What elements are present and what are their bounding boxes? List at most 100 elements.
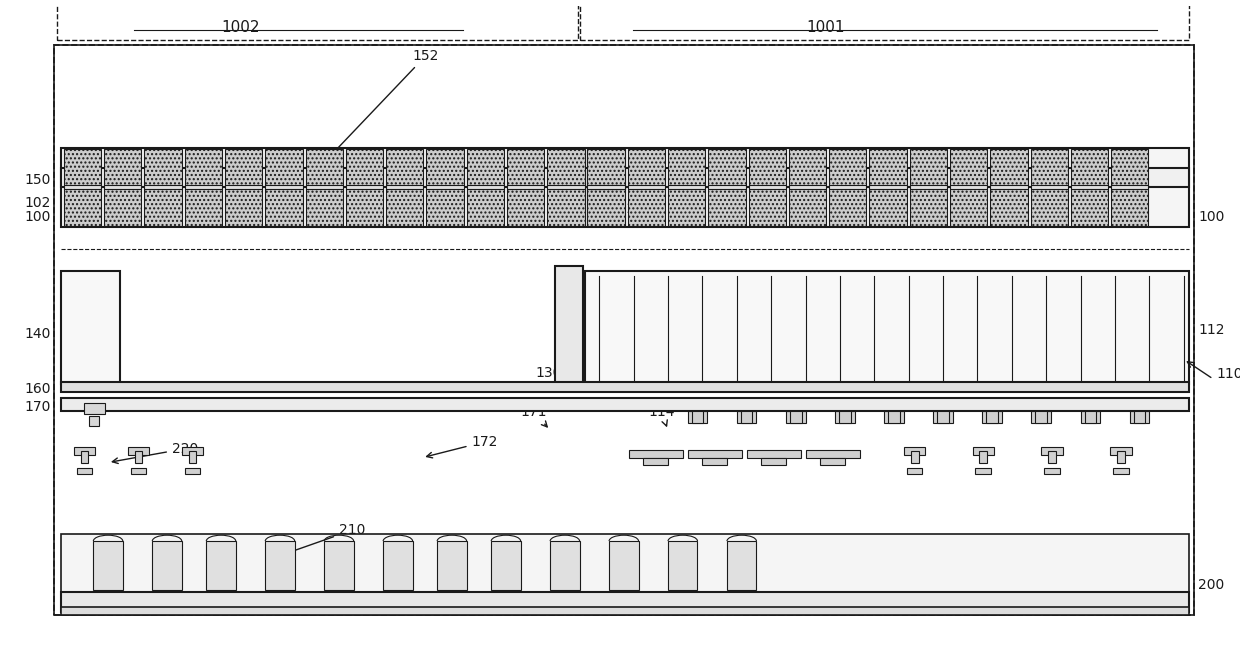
Text: 100: 100 [1199, 210, 1225, 224]
Bar [556, 266, 583, 384]
Text: 122: 122 [560, 205, 587, 219]
Text: 200: 200 [1199, 578, 1225, 592]
Bar [986, 406, 998, 423]
Bar [588, 185, 625, 189]
Bar [63, 185, 102, 189]
Bar [1133, 406, 1146, 423]
Bar [749, 149, 786, 226]
Bar [507, 185, 544, 189]
Bar [61, 168, 1189, 187]
Bar [629, 450, 683, 457]
Bar [830, 149, 867, 226]
Bar [906, 469, 923, 474]
Text: 170: 170 [25, 400, 51, 413]
Bar [1032, 411, 1052, 423]
Bar [265, 541, 295, 590]
Bar [130, 469, 146, 474]
Bar [950, 185, 987, 189]
Bar [1030, 185, 1068, 189]
Bar [77, 469, 92, 474]
Bar [934, 411, 952, 423]
Bar [588, 149, 625, 226]
Bar [1035, 406, 1048, 423]
Bar [386, 149, 423, 226]
Bar [305, 149, 342, 226]
Bar [761, 457, 786, 465]
Bar [786, 411, 806, 423]
Text: 100: 100 [25, 210, 51, 224]
Bar [61, 534, 1189, 593]
Bar [224, 185, 263, 189]
Bar [749, 185, 786, 189]
Bar [1044, 469, 1060, 474]
Bar [386, 185, 423, 189]
Text: 171: 171 [521, 406, 547, 427]
Bar [153, 541, 182, 590]
Bar [727, 541, 756, 590]
Bar [609, 541, 639, 590]
Bar [1114, 469, 1128, 474]
Bar [57, 0, 578, 40]
Bar [427, 149, 464, 226]
Bar [708, 185, 745, 189]
Bar [991, 149, 1028, 226]
Text: 130: 130 [536, 358, 565, 380]
Bar [1042, 447, 1063, 455]
Bar [688, 411, 707, 423]
Bar [144, 185, 182, 189]
Bar [835, 411, 854, 423]
Bar [910, 451, 919, 463]
Bar [73, 447, 95, 455]
Bar [128, 447, 149, 455]
Bar [346, 185, 383, 189]
Bar [383, 541, 413, 590]
Bar [1071, 185, 1109, 189]
Bar [1080, 411, 1100, 423]
Bar [55, 45, 1194, 615]
Bar [627, 185, 665, 189]
Bar [61, 382, 1189, 392]
Bar [976, 469, 991, 474]
Bar [790, 406, 801, 423]
Bar [83, 402, 105, 414]
Text: 210: 210 [289, 523, 366, 553]
Bar [869, 185, 906, 189]
Bar [185, 185, 222, 189]
Bar [1110, 447, 1132, 455]
Bar [1048, 451, 1056, 463]
Bar [135, 451, 143, 463]
Text: 151: 151 [538, 157, 572, 179]
Bar [627, 149, 665, 226]
Text: 112: 112 [1199, 323, 1225, 337]
Bar [789, 149, 826, 226]
Bar [579, 0, 1189, 40]
Bar [547, 149, 584, 226]
Bar [1111, 185, 1148, 189]
Bar [144, 149, 182, 226]
Bar [507, 149, 544, 226]
Bar [1111, 149, 1148, 226]
Text: 220: 220 [113, 442, 198, 463]
Bar [702, 457, 727, 465]
Bar [937, 406, 949, 423]
Bar [104, 149, 141, 226]
Bar [821, 457, 844, 465]
Bar [206, 541, 236, 590]
Bar [61, 607, 1189, 615]
Text: 121: 121 [560, 191, 587, 204]
Text: 1002: 1002 [222, 20, 260, 35]
Text: 150: 150 [25, 172, 51, 187]
Bar [265, 149, 303, 226]
Bar [104, 185, 141, 189]
Bar [839, 406, 851, 423]
Bar [466, 149, 503, 226]
Bar [224, 149, 263, 226]
Bar [1117, 451, 1125, 463]
Bar [547, 185, 584, 189]
Bar [668, 541, 697, 590]
Bar [740, 406, 753, 423]
Text: 1001: 1001 [806, 20, 844, 35]
Bar [63, 149, 102, 226]
Bar [644, 457, 668, 465]
Bar [265, 185, 303, 189]
